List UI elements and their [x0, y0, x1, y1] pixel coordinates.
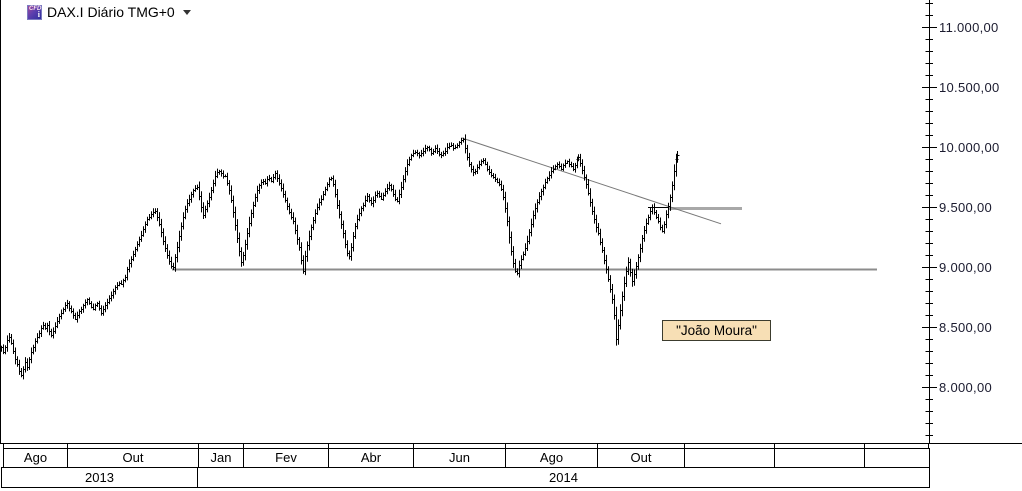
- chart-frame: [0, 0, 1022, 444]
- x-axis-month-cell: Jan: [198, 448, 244, 468]
- chevron-down-icon[interactable]: [182, 9, 191, 15]
- y-axis-label: 8.000,00: [939, 380, 993, 395]
- instrument-cfd-icon: CFD i: [27, 4, 42, 20]
- annotation-label[interactable]: "João Moura": [662, 320, 771, 341]
- cfd-icon-text: CFD: [29, 5, 42, 12]
- y-axis-label: 8.500,00: [939, 320, 993, 335]
- x-axis-month-cell: Ago: [3, 448, 68, 468]
- x-axis-year-cell: 2014: [197, 467, 930, 488]
- y-axis-label: 10.500,00: [939, 80, 1000, 95]
- y-axis-label: 9.500,00: [939, 200, 993, 215]
- x-axis: Ago Out Jan Fev Abr Jun Ago Out 2013 2014: [0, 448, 1022, 491]
- x-axis-empty-cell: [684, 448, 775, 468]
- chart-title: DAX.I Diário TMG+0: [47, 4, 175, 20]
- x-axis-year-cell: 2013: [1, 467, 198, 488]
- y-axis-label: 10.000,00: [939, 140, 1000, 155]
- x-axis-empty-cell: [774, 448, 865, 468]
- x-axis-month-cell: Jun: [413, 448, 506, 468]
- x-axis-month-cell: Fev: [243, 448, 329, 468]
- x-axis-month-cell: Out: [67, 448, 199, 468]
- x-axis-empty-cell: [864, 448, 930, 468]
- x-axis-month-cell: Abr: [328, 448, 414, 468]
- y-axis-label: 9.000,00: [939, 260, 993, 275]
- cfd-icon-info-glyph: i: [37, 9, 40, 19]
- x-axis-ticks: [3, 444, 929, 448]
- chart-header: CFD i DAX.I Diário TMG+0: [27, 3, 191, 21]
- y-axis-ticks: [922, 3, 937, 436]
- x-axis-month-cell: Ago: [505, 448, 598, 468]
- y-axis-label: 11.000,00: [939, 20, 999, 35]
- price-bars: [0, 134, 680, 380]
- x-axis-month-cell: Out: [597, 448, 685, 468]
- overlay-trend-line[interactable]: [461, 137, 722, 225]
